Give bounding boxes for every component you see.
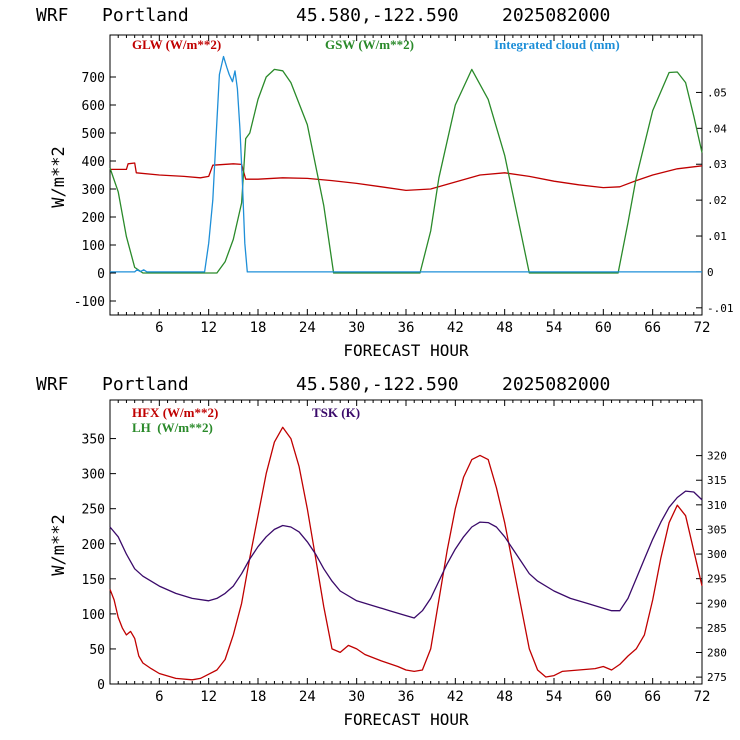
series-line-hfx	[109, 426, 703, 681]
y-tick-label: 250	[82, 503, 105, 518]
x-tick-label: 6	[155, 689, 163, 705]
x-tick-label: 60	[595, 320, 612, 336]
y-tick-label: 200	[82, 211, 105, 226]
x-tick-label: 24	[299, 320, 316, 336]
y2-tick-label: 280	[707, 646, 727, 659]
y-tick-label: 300	[82, 183, 105, 198]
x-tick-label: 18	[250, 689, 267, 705]
y-tick-label: 700	[82, 71, 105, 86]
x-tick-label: 12	[200, 320, 217, 336]
x-axis-label: FORECAST HOUR	[343, 710, 469, 729]
y2-tick-label: 305	[707, 523, 727, 536]
x-tick-label: 60	[595, 689, 612, 705]
series-line-cloud	[110, 55, 702, 273]
x-tick-label: 66	[644, 689, 661, 705]
plot-frame	[109, 399, 703, 685]
y2-tick-label: 290	[707, 597, 727, 610]
y2-tick-label: .01	[707, 230, 727, 243]
run-label: 2025082000	[502, 5, 610, 26]
x-tick-label: 42	[447, 689, 464, 705]
y2-tick-label: .03	[707, 158, 727, 171]
y-tick-label: 200	[82, 538, 105, 553]
x-tick-label: 6	[155, 320, 163, 336]
coords-label: 45.580,-122.590	[296, 374, 459, 395]
x-tick-label: 54	[546, 320, 563, 336]
y-tick-label: 50	[89, 643, 105, 658]
x-tick-label: 48	[496, 689, 513, 705]
x-tick-label: 36	[398, 320, 415, 336]
legend-tsk: TSK (K)	[312, 405, 360, 420]
y2-tick-label: .05	[707, 86, 727, 99]
model-label: WRF	[36, 374, 69, 395]
series-group	[109, 426, 703, 681]
x-tick-label: 30	[348, 689, 365, 705]
y-tick-label: 500	[82, 127, 105, 142]
x-tick-label: 42	[447, 320, 464, 336]
y2-tick-label: 275	[707, 671, 727, 684]
x-tick-label: 48	[496, 320, 513, 336]
run-label: 2025082000	[502, 374, 610, 395]
series-group	[109, 55, 703, 274]
y-axis-label: W/m**2	[49, 514, 69, 575]
y-tick-label: 350	[82, 433, 105, 448]
y2-tick-label: .02	[707, 194, 727, 207]
y2-tick-label: 320	[707, 450, 727, 463]
x-axis-label: FORECAST HOUR	[343, 341, 469, 360]
y-tick-label: 0	[97, 678, 105, 693]
y2-tick-label: 295	[707, 573, 727, 586]
x-tick-label: 72	[694, 689, 711, 705]
y2-tick-label: 310	[707, 499, 727, 512]
x-tick-label: 30	[348, 320, 365, 336]
y-axis-label: W/m**2	[49, 146, 69, 207]
y-tick-label: 0	[97, 267, 105, 282]
tick-group: 6 12 18 24 30 36 42 48 54 60 66 72 -100 0 100 200 300 400…	[74, 35, 734, 336]
y2-tick-label: .04	[707, 122, 727, 135]
x-tick-label: 18	[250, 320, 267, 336]
y2-tick-label: -.01	[707, 302, 734, 315]
x-tick-label: 54	[546, 689, 563, 705]
model-label: WRF	[36, 5, 69, 26]
y-tick-label: 600	[82, 99, 105, 114]
legend-lh: LH (W/m**2)	[132, 420, 213, 435]
legend-cloud: Integrated cloud (mm)	[494, 37, 620, 52]
legend-hfx: HFX (W/m**2)	[132, 405, 218, 420]
x-tick-label: 36	[398, 689, 415, 705]
x-tick-label: 24	[299, 689, 316, 705]
x-tick-label: 12	[200, 689, 217, 705]
y-tick-label: 100	[82, 608, 105, 623]
x-tick-label: 66	[644, 320, 661, 336]
y2-tick-label: 315	[707, 474, 727, 487]
y-tick-label: 400	[82, 155, 105, 170]
legend-glw: GLW (W/m**2)	[132, 37, 221, 52]
location-label: Portland	[102, 5, 189, 26]
series-line-tsk	[109, 490, 703, 619]
bottom-chart: WRF Portland 45.580,-122.590 2025082000 …	[36, 374, 727, 729]
y2-tick-label: 300	[707, 548, 727, 561]
series-line-glw	[110, 162, 703, 192]
y-tick-label: 300	[82, 468, 105, 483]
legend-gsw: GSW (W/m**2)	[325, 37, 414, 52]
y-tick-label: 100	[82, 239, 105, 254]
x-tick-label: 72	[694, 320, 711, 336]
y2-tick-label: 0	[707, 266, 714, 279]
series-line-gsw	[109, 68, 703, 274]
y-tick-label: 150	[82, 573, 105, 588]
coords-label: 45.580,-122.590	[296, 5, 459, 26]
tick-group: 6 12 18 24 30 36 42 48 54 60 66 72 0 50 100 150 200 250 30…	[82, 400, 727, 705]
top-chart: WRF Portland 45.580,-122.590 2025082000 …	[36, 5, 734, 360]
y2-tick-label: 285	[707, 622, 727, 635]
location-label: Portland	[102, 374, 189, 395]
y-tick-label: -100	[74, 295, 105, 310]
